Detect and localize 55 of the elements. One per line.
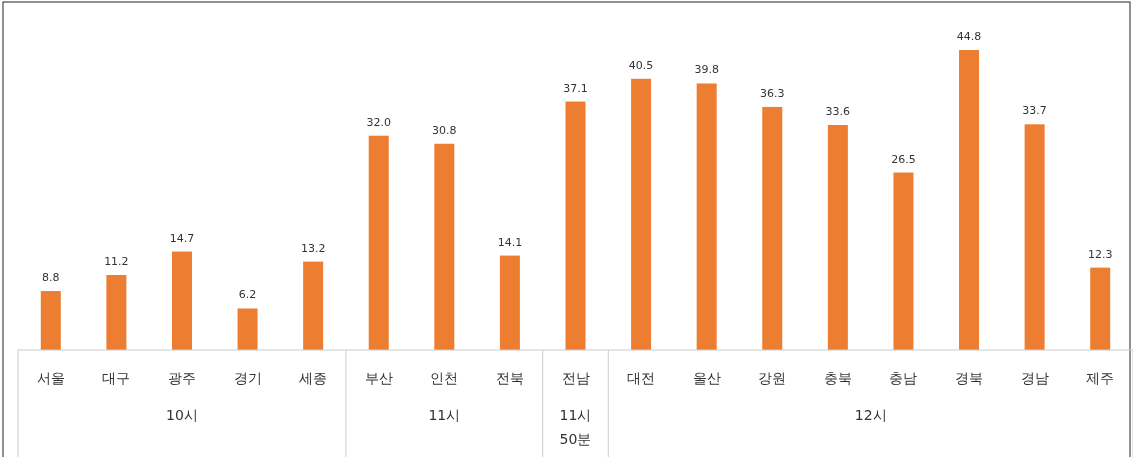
- data-label: 39.8: [694, 63, 719, 77]
- x-tick-label: 제주: [1086, 370, 1115, 386]
- bar: [237, 308, 258, 350]
- x-tick-label: 강원: [758, 370, 787, 386]
- x-tick-label: 전북: [495, 370, 524, 386]
- bar: [434, 143, 455, 350]
- bar: [171, 251, 192, 350]
- bar: [303, 261, 324, 350]
- x-tick-label: 부산: [364, 370, 393, 386]
- x-tick-label: 인천: [430, 370, 459, 386]
- text: 11시: [428, 407, 461, 423]
- bar: [696, 83, 717, 350]
- data-label: 12.3: [1087, 247, 1113, 261]
- x-tick-label: 경기: [233, 370, 262, 386]
- x-tick-label: 경남: [1020, 370, 1049, 386]
- bar: [106, 275, 127, 350]
- x-tick-label: 충북: [823, 370, 852, 386]
- data-label: 37.1: [563, 81, 588, 95]
- x-tick-label: 경북: [955, 370, 984, 386]
- data-label: 6.2: [238, 288, 257, 302]
- bar: [959, 50, 980, 350]
- bar: [1024, 124, 1045, 350]
- bar: [40, 291, 61, 350]
- bar: [827, 125, 848, 350]
- data-label: 33.6: [825, 105, 851, 118]
- x-tick-label: 울산: [692, 370, 721, 386]
- text: 11시 50분: [559, 407, 592, 447]
- x-tick-label: 서울: [36, 370, 65, 386]
- bar: [368, 135, 389, 350]
- x-tick-label: 세종: [299, 370, 328, 386]
- data-label: 13.2: [300, 241, 326, 255]
- x-tick-label: 충남: [889, 370, 918, 386]
- x-tick-label: 전남: [561, 370, 590, 386]
- data-label: 11.2: [104, 255, 129, 268]
- x-tick-label: 광주: [167, 370, 196, 386]
- bar: [499, 255, 520, 350]
- bar: [631, 78, 652, 350]
- data-label: 30.8: [432, 123, 457, 137]
- data-label: 33.7: [1022, 104, 1047, 118]
- data-label: 32.0: [366, 115, 391, 129]
- x-tick-label: 대구: [102, 370, 131, 386]
- data-label: 36.3: [760, 86, 785, 100]
- bar: [565, 101, 586, 350]
- text: 12시: [854, 407, 887, 423]
- data-label: 8.8: [42, 271, 60, 285]
- bar: [1090, 267, 1111, 350]
- x-tick-label: 대전: [627, 370, 656, 386]
- text: 10시: [166, 407, 198, 423]
- bar: [762, 106, 783, 350]
- data-label: 44.8: [956, 30, 982, 43]
- data-label: 40.5: [628, 58, 654, 72]
- data-label: 26.5: [891, 152, 916, 166]
- data-label: 14.7: [169, 231, 195, 245]
- data-label: 14.1: [497, 235, 523, 249]
- bar: [893, 172, 914, 350]
